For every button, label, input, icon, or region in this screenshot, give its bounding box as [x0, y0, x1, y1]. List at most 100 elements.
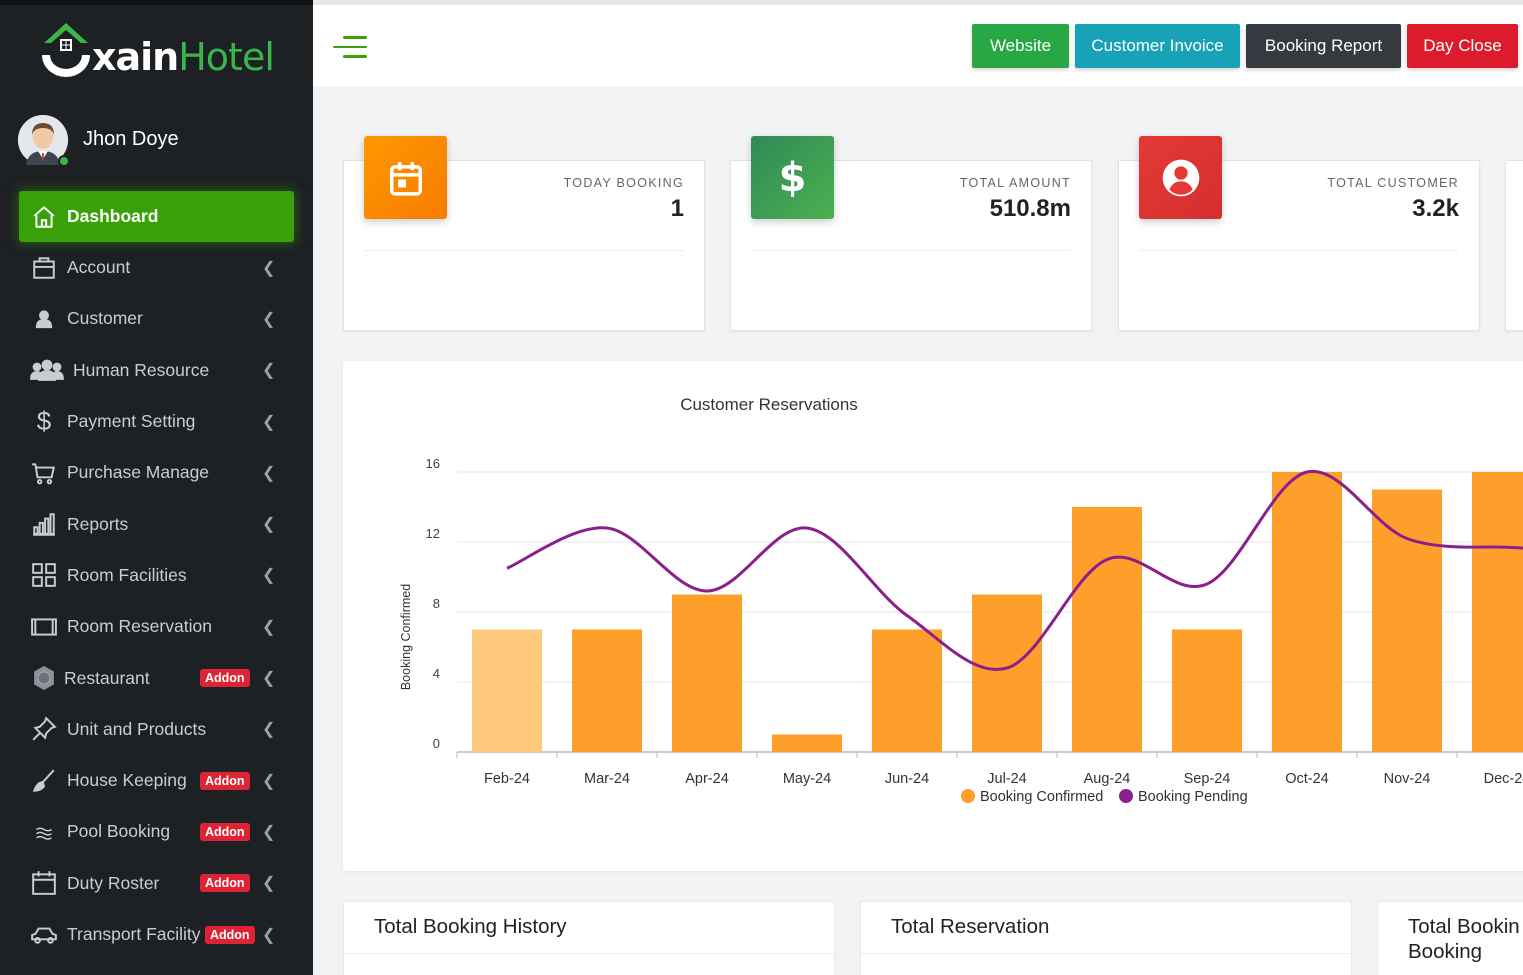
sidebar-item-purchase-manage[interactable]: Purchase Manage ❮ — [0, 447, 313, 498]
sidebar-item-label: House Keeping — [67, 770, 187, 791]
chart-title: Customer Reservations — [680, 395, 858, 414]
divider — [1139, 250, 1459, 251]
pin-icon — [30, 715, 58, 743]
brand-prefix: xain — [92, 35, 179, 79]
x-tick-label: Jun-24 — [885, 771, 929, 787]
sidebar-item-label: Payment Setting — [67, 411, 196, 432]
sidebar: xainHotel Jhon Doye Dashboard Account ❮ — [0, 0, 313, 975]
chevron-left-icon: ❮ — [262, 926, 276, 944]
addon-badge: Addon — [200, 822, 250, 841]
sidebar-item-label: Purchase Manage — [67, 462, 210, 483]
customer-invoice-button[interactable]: Customer Invoice — [1075, 24, 1240, 68]
legend-label-booking-confirmed: Booking Confirmed — [980, 789, 1103, 805]
sidebar-item-pool-booking[interactable]: Pool Booking Addon ❮ — [0, 806, 313, 857]
sidebar-item-room-reservation[interactable]: Room Reservation ❮ — [0, 601, 313, 652]
x-tick-label: Nov-24 — [1384, 771, 1431, 787]
x-tick-label: Jul-24 — [987, 771, 1027, 787]
chevron-left-icon: ❮ — [262, 259, 276, 277]
grid-icon — [30, 561, 58, 589]
sidebar-item-label: Transport Facility — [67, 924, 201, 944]
stat-value: 510.8m — [989, 195, 1071, 222]
y-tick-label: 4 — [433, 666, 440, 681]
bar-oct-24 — [1272, 472, 1342, 752]
hamburger-menu-icon[interactable] — [333, 36, 369, 65]
sidebar-item-label: Account — [67, 257, 131, 278]
sidebar-item-customer[interactable]: Customer ❮ — [0, 293, 313, 344]
divider — [364, 250, 684, 251]
brand-suffix: Hotel — [178, 35, 275, 79]
customer-reservations-chart: Customer Reservations 0 4 8 12 16 Booking Con… — [343, 361, 1523, 871]
chevron-left-icon: ❮ — [262, 875, 276, 893]
chevron-left-icon: ❮ — [262, 618, 276, 636]
divider — [861, 953, 1351, 954]
website-button[interactable]: Website — [972, 24, 1069, 68]
legend-marker-booking-pending — [1119, 789, 1133, 803]
sidebar-item-duty-roster[interactable]: Duty Roster Addon ❮ — [0, 858, 313, 909]
sidebar-item-human-resource[interactable]: Human Resource ❮ — [0, 345, 313, 396]
booking-report-button[interactable]: Booking Report — [1246, 24, 1401, 68]
calendar-icon — [364, 136, 447, 219]
sidebar-item-reports[interactable]: Reports ❮ — [0, 498, 313, 549]
chevron-left-icon: ❮ — [262, 567, 276, 585]
brand-logo[interactable]: xainHotel — [38, 19, 275, 83]
online-status-dot — [58, 155, 70, 167]
bar-feb-24 — [472, 629, 542, 752]
x-tick-label: May-24 — [783, 771, 831, 787]
chevron-left-icon: ❮ — [262, 772, 276, 790]
sidebar-item-transport-facility[interactable]: Transport Facility Addon ❮ — [0, 909, 313, 960]
bar-aug-24 — [1072, 507, 1142, 752]
x-tick-label: Apr-24 — [685, 771, 729, 787]
sidebar-item-label: Reports — [67, 513, 129, 534]
total-reservation-panel: Total Reservation — [860, 901, 1352, 975]
bar-apr-24 — [672, 594, 742, 752]
day-close-button[interactable]: Day Close — [1407, 24, 1518, 68]
user-name: Jhon Doye — [83, 127, 179, 150]
stat-card-partial — [1505, 160, 1523, 331]
x-tick-label: Mar-24 — [584, 771, 630, 787]
panel-title: Total Booking History — [374, 915, 567, 938]
calendar-icon — [30, 869, 58, 897]
sidebar-item-unit-and-products[interactable]: Unit and Products ❮ — [0, 704, 313, 755]
y-tick-label: 8 — [433, 596, 440, 611]
sidebar-nav: Dashboard Account ❮ Customer ❮ Human Res… — [0, 191, 313, 960]
sidebar-item-payment-setting[interactable]: $ Payment Setting ❮ — [0, 396, 313, 447]
bar-chart-icon — [30, 510, 58, 538]
stat-value: 3.2k — [1412, 195, 1459, 222]
home-icon — [30, 203, 58, 231]
stat-card-total-amount: $ TOTAL AMOUNT 510.8m — [730, 136, 1092, 331]
stat-value: 1 — [670, 195, 684, 222]
sidebar-item-house-keeping[interactable]: House Keeping Addon ❮ — [0, 755, 313, 806]
booking-pending-line — [506, 469, 1523, 671]
addon-badge: Addon — [200, 874, 250, 893]
stat-label: TOTAL AMOUNT — [959, 176, 1071, 190]
x-tick-label: Feb-24 — [484, 771, 530, 787]
total-booking-history-panel: Total Booking History — [343, 901, 835, 975]
restaurant-icon — [30, 664, 58, 692]
top-bar: Website Customer Invoice Booking Report … — [313, 0, 1523, 86]
addon-badge: Addon — [200, 771, 250, 790]
chevron-left-icon: ❮ — [262, 310, 276, 328]
bar-nov-24 — [1372, 489, 1442, 752]
bar-dec-24 — [1472, 472, 1523, 752]
bar-mar-24 — [572, 629, 642, 752]
user-circle-icon — [1139, 136, 1222, 219]
legend-label-booking-pending: Booking Pending — [1138, 789, 1248, 805]
x-tick-label: Dec-24 — [1484, 771, 1523, 787]
sidebar-item-label: Pool Booking — [67, 821, 171, 842]
sidebar-item-label: Unit and Products — [67, 718, 207, 739]
legend-marker-booking-confirmed — [961, 789, 975, 803]
y-tick-label: 0 — [433, 736, 440, 751]
sidebar-item-label: Dashboard — [67, 206, 159, 226]
sidebar-item-account[interactable]: Account ❮ — [0, 242, 313, 293]
bar-sep-24 — [1172, 629, 1242, 752]
sidebar-item-label: Customer — [67, 308, 143, 329]
sidebar-item-room-facilities[interactable]: Room Facilities ❮ — [0, 550, 313, 601]
sidebar-item-restaurant[interactable]: Restaurant Addon ❮ — [0, 652, 313, 703]
user-icon — [30, 305, 58, 333]
user-profile[interactable]: Jhon Doye — [18, 115, 179, 167]
y-tick-label: 12 — [426, 526, 440, 541]
chevron-left-icon: ❮ — [262, 721, 276, 739]
tv-icon — [30, 613, 58, 641]
x-tick-label: Sep-24 — [1184, 771, 1231, 787]
sidebar-item-dashboard[interactable]: Dashboard — [19, 191, 294, 242]
